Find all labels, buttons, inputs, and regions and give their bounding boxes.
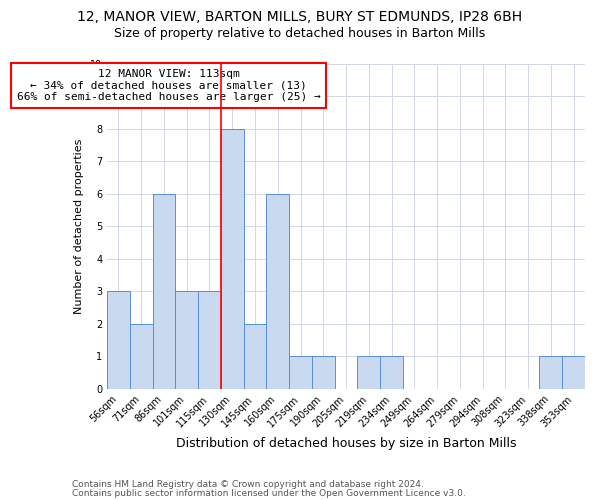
Bar [221, 129, 244, 389]
Text: Contains HM Land Registry data © Crown copyright and database right 2024.: Contains HM Land Registry data © Crown c… [72, 480, 424, 489]
Y-axis label: Number of detached properties: Number of detached properties [74, 139, 85, 314]
Bar [312, 356, 335, 389]
Bar [198, 292, 221, 389]
Bar [380, 356, 403, 389]
Text: Size of property relative to detached houses in Barton Mills: Size of property relative to detached ho… [115, 28, 485, 40]
Bar [175, 292, 198, 389]
Bar [152, 194, 175, 389]
Bar [130, 324, 152, 389]
Bar [562, 356, 585, 389]
Bar [539, 356, 562, 389]
Bar [358, 356, 380, 389]
Bar [289, 356, 312, 389]
Text: 12 MANOR VIEW: 113sqm
← 34% of detached houses are smaller (13)
66% of semi-deta: 12 MANOR VIEW: 113sqm ← 34% of detached … [17, 69, 320, 102]
Bar [244, 324, 266, 389]
X-axis label: Distribution of detached houses by size in Barton Mills: Distribution of detached houses by size … [176, 437, 516, 450]
Bar [107, 292, 130, 389]
Bar [266, 194, 289, 389]
Text: 12, MANOR VIEW, BARTON MILLS, BURY ST EDMUNDS, IP28 6BH: 12, MANOR VIEW, BARTON MILLS, BURY ST ED… [77, 10, 523, 24]
Text: Contains public sector information licensed under the Open Government Licence v3: Contains public sector information licen… [72, 488, 466, 498]
